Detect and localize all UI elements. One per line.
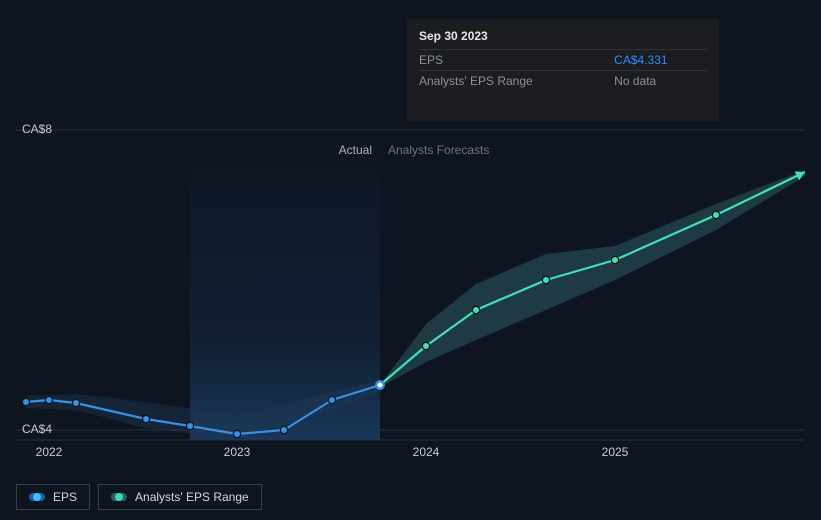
tooltip-table: EPSCA$4.331Analysts' EPS RangeNo data	[419, 49, 707, 91]
svg-text:2022: 2022	[36, 445, 63, 459]
tooltip-row-label: EPS	[419, 50, 592, 71]
tooltip-date: Sep 30 2023	[419, 29, 707, 43]
svg-text:2025: 2025	[602, 445, 629, 459]
range-swatch-icon	[111, 493, 127, 501]
svg-text:Analysts Forecasts: Analysts Forecasts	[388, 143, 489, 157]
tooltip-row-label: Analysts' EPS Range	[419, 71, 592, 92]
legend-label: EPS	[53, 490, 77, 504]
chart-legend: EPS Analysts' EPS Range	[16, 484, 262, 510]
tooltip-row-value: CA$4.331	[592, 50, 707, 71]
tooltip-row-value: No data	[592, 71, 707, 92]
legend-label: Analysts' EPS Range	[135, 490, 249, 504]
svg-text:CA$4: CA$4	[22, 422, 52, 436]
svg-text:CA$8: CA$8	[22, 122, 52, 136]
svg-text:2023: 2023	[224, 445, 251, 459]
eps-swatch-icon	[29, 493, 45, 501]
svg-text:2024: 2024	[413, 445, 440, 459]
svg-text:Actual: Actual	[339, 143, 372, 157]
legend-item-range[interactable]: Analysts' EPS Range	[98, 484, 262, 510]
chart-tooltip: Sep 30 2023 EPSCA$4.331Analysts' EPS Ran…	[407, 19, 719, 121]
legend-item-eps[interactable]: EPS	[16, 484, 90, 510]
